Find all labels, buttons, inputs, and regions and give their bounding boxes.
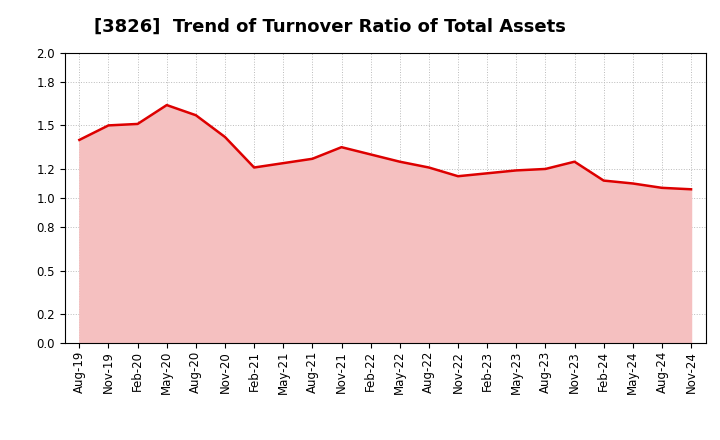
Text: [3826]  Trend of Turnover Ratio of Total Assets: [3826] Trend of Turnover Ratio of Total … (94, 18, 565, 36)
